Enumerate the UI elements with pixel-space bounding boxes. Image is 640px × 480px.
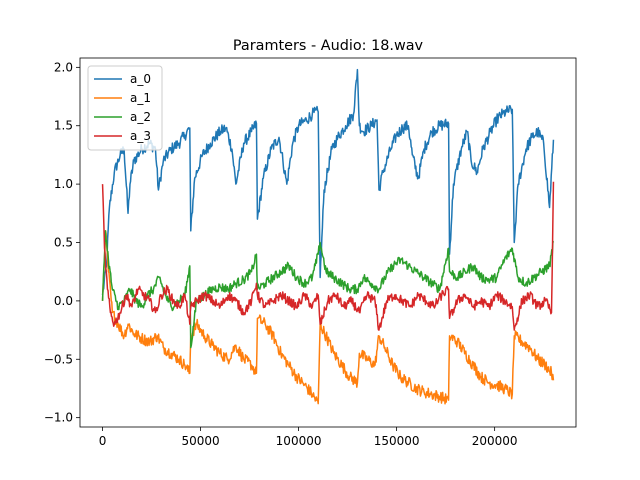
y-tick-label: −0.5 (44, 352, 73, 366)
x-tick-label: 0 (99, 434, 107, 448)
axes: 0 50000 100000 150000 200000 −1.0 −0.5 0.0 0.5 1.… (44, 57, 577, 448)
chart-title: Paramters - Audio: 18.wav (233, 38, 424, 54)
legend-box (87, 65, 163, 151)
y-tick-label: 1.5 (54, 119, 73, 133)
x-tick-label: 50000 (181, 434, 219, 448)
series-line-a-1 (101, 230, 555, 405)
series-line-a-3 (101, 181, 555, 331)
series-line-a-2 (101, 230, 555, 349)
series-line-a-0 (101, 68, 555, 296)
x-tick-label: 200000 (472, 434, 518, 448)
y-tick-label: 0.0 (54, 294, 73, 308)
x-tick-label: 100000 (276, 434, 322, 448)
legend-label-a-1: a_1 (130, 91, 151, 105)
legend-label-a-3: a_3 (130, 129, 151, 143)
legend-label-a-2: a_2 (130, 110, 151, 124)
y-tick-label: 1.0 (54, 177, 73, 191)
x-tick-label: 150000 (374, 434, 420, 448)
y-tick-label: 0.5 (54, 236, 73, 250)
y-tick-label: 2.0 (54, 60, 73, 74)
series-group (101, 68, 555, 405)
legend-label-a-0: a_0 (130, 72, 151, 86)
legend: a_0 a_1 a_2 a_3 (87, 65, 163, 151)
plot-area (101, 68, 555, 405)
y-tick-label: −1.0 (44, 411, 73, 425)
